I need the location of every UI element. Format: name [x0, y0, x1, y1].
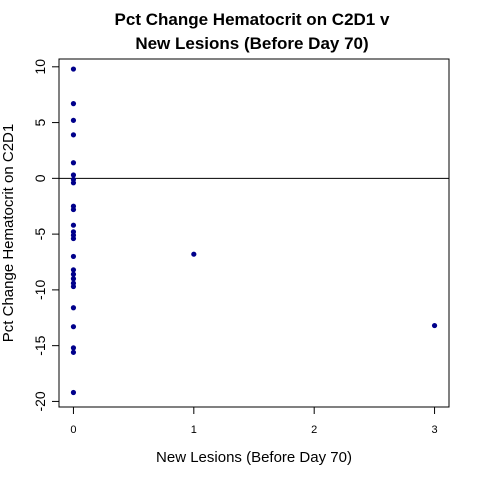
y-tick-label: -20 [32, 391, 48, 411]
y-tick-label: -5 [32, 228, 48, 241]
data-point [70, 253, 77, 260]
data-point [70, 271, 77, 277]
data-point [70, 66, 77, 72]
data-point [70, 345, 77, 351]
data-point [70, 276, 77, 282]
data-point [70, 324, 77, 330]
data-point [70, 305, 77, 311]
data-point [70, 389, 77, 396]
data-point [191, 251, 197, 257]
x-tick-label: 0 [70, 424, 76, 436]
data-point [70, 235, 77, 242]
data-point [70, 283, 77, 290]
data-point [70, 117, 77, 123]
y-tick-label: -15 [32, 335, 48, 355]
y-tick-label: 10 [32, 59, 48, 75]
data-point [70, 349, 77, 355]
data-point [70, 267, 77, 273]
data-point [70, 132, 77, 138]
y-tick-label: 0 [32, 174, 48, 182]
data-points [70, 66, 438, 396]
data-point [70, 206, 77, 213]
y-tick-label: -10 [32, 280, 48, 300]
plot-frame [58, 58, 450, 408]
y-tick-label: 5 [32, 118, 48, 126]
x-tick-label: 2 [311, 424, 317, 436]
data-point [70, 160, 77, 166]
x-axis: 0 1 2 3 [70, 407, 438, 436]
data-point [70, 222, 77, 228]
data-point [431, 322, 438, 329]
y-axis: -20 -15 -10 -5 0 5 10 [32, 59, 59, 412]
x-tick-label: 3 [431, 424, 437, 436]
x-tick-label: 1 [191, 424, 197, 436]
data-point [70, 172, 77, 178]
data-point [70, 180, 77, 186]
x-axis-label: New Lesions (Before Day 70) [156, 449, 352, 466]
chart-title-line-1: Pct Change Hematocrit on C2D1 v [115, 10, 390, 29]
y-axis-label: Pct Change Hematocrit on C2D1 [0, 124, 17, 342]
data-point [70, 101, 77, 107]
chart-title-line-2: New Lesions (Before Day 70) [135, 34, 368, 53]
